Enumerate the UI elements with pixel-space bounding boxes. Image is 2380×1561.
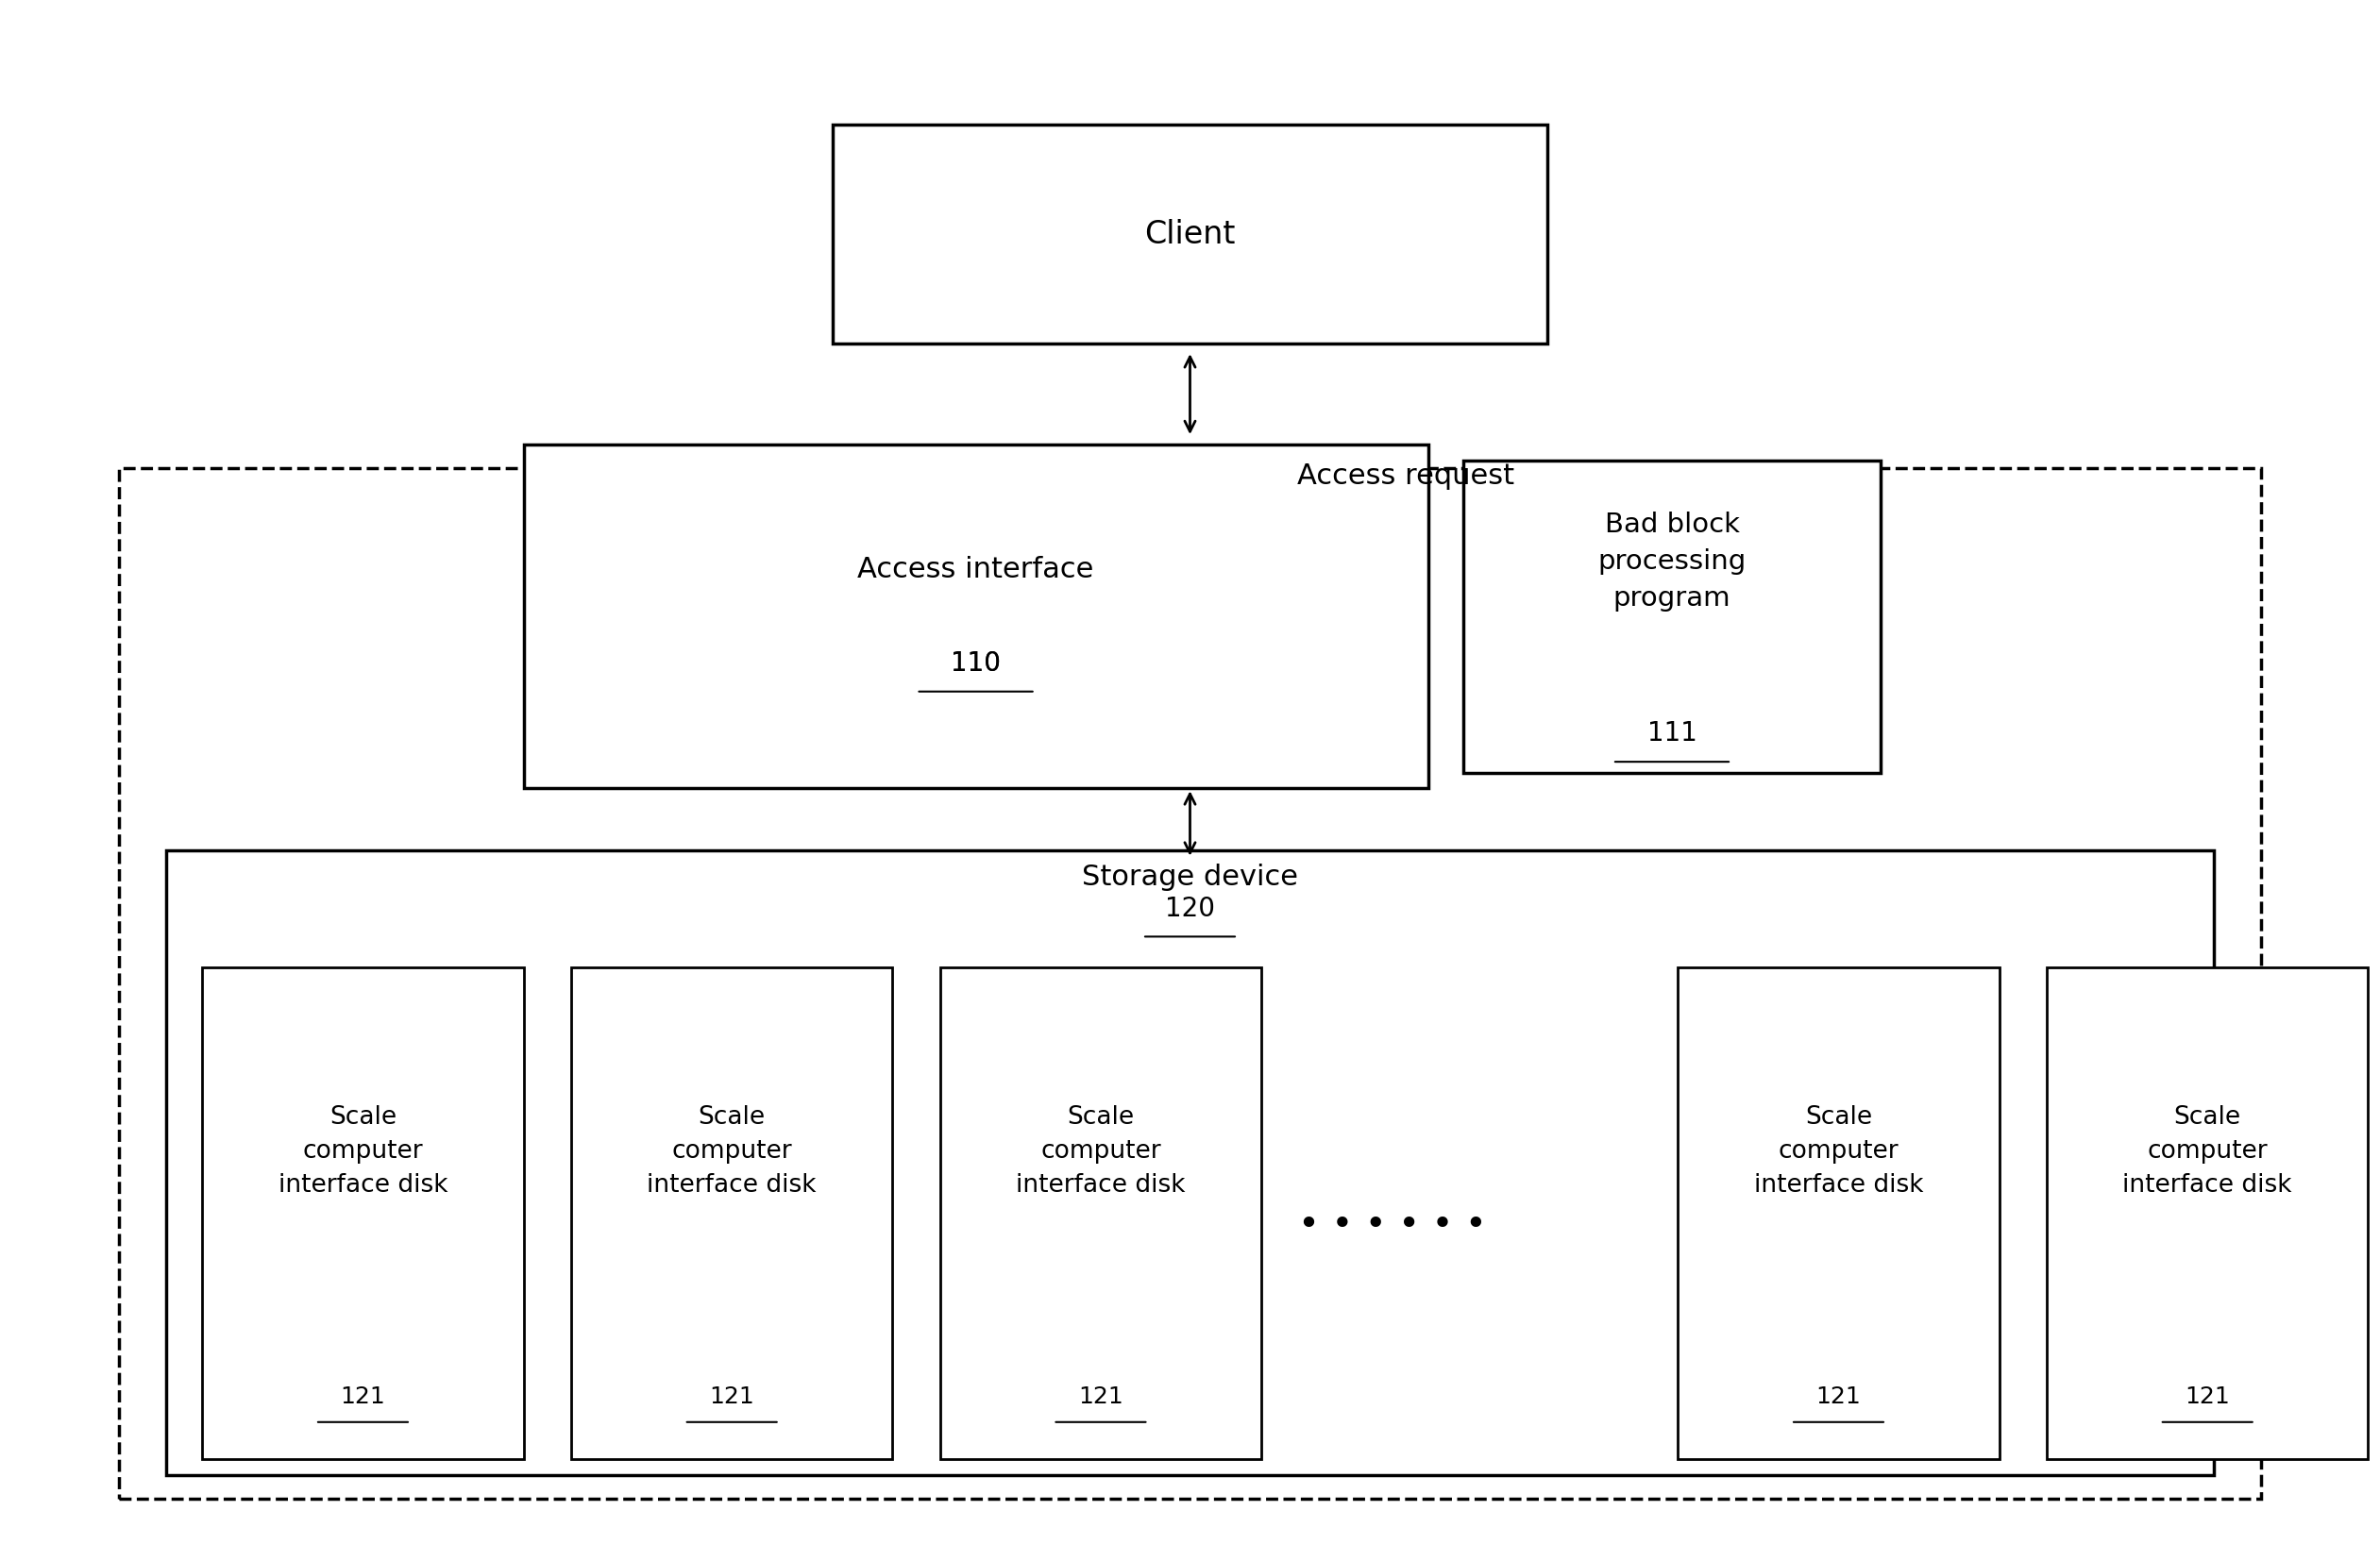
Text: • • • • • •: • • • • • •	[1297, 1208, 1488, 1243]
FancyBboxPatch shape	[2047, 968, 2368, 1460]
FancyBboxPatch shape	[833, 125, 1547, 343]
FancyBboxPatch shape	[571, 968, 892, 1460]
FancyBboxPatch shape	[524, 445, 1428, 788]
Text: Scale
computer
interface disk: Scale computer interface disk	[1754, 1105, 1923, 1197]
Text: 121: 121	[1078, 1386, 1123, 1408]
FancyBboxPatch shape	[119, 468, 2261, 1499]
Text: Client: Client	[1145, 219, 1235, 250]
Text: Scale
computer
interface disk: Scale computer interface disk	[1016, 1105, 1185, 1197]
Text: 121: 121	[2185, 1386, 2230, 1408]
Text: 121: 121	[709, 1386, 754, 1408]
Text: Access request: Access request	[1297, 462, 1514, 490]
FancyBboxPatch shape	[1678, 968, 1999, 1460]
Text: Scale
computer
interface disk: Scale computer interface disk	[2123, 1105, 2292, 1197]
Text: 120: 120	[1164, 896, 1216, 921]
Text: Access interface: Access interface	[857, 556, 1095, 584]
Text: 111: 111	[1647, 721, 1697, 746]
FancyBboxPatch shape	[1464, 460, 1880, 773]
Text: 121: 121	[340, 1386, 386, 1408]
FancyBboxPatch shape	[202, 968, 524, 1460]
FancyBboxPatch shape	[940, 968, 1261, 1460]
FancyBboxPatch shape	[167, 851, 2213, 1475]
Text: 110: 110	[950, 651, 1002, 676]
Text: 121: 121	[1816, 1386, 1861, 1408]
Text: 110: 110	[950, 651, 1002, 676]
Text: Storage device: Storage device	[1083, 863, 1297, 891]
Text: Scale
computer
interface disk: Scale computer interface disk	[278, 1105, 447, 1197]
Text: Bad block
processing
program: Bad block processing program	[1597, 512, 1747, 612]
Text: Scale
computer
interface disk: Scale computer interface disk	[647, 1105, 816, 1197]
